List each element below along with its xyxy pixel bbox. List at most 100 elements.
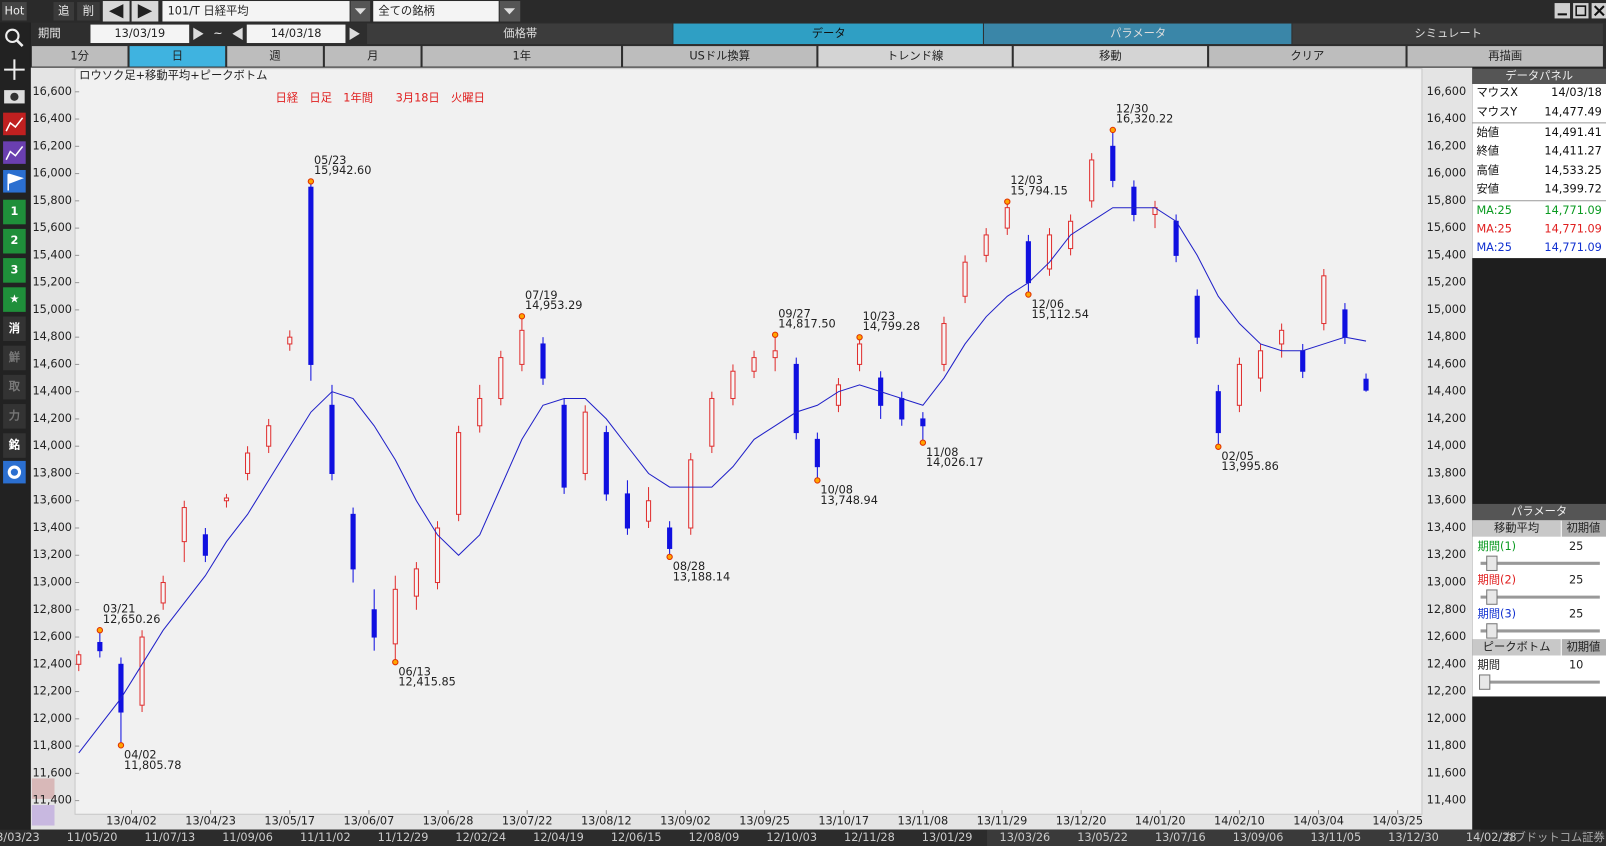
flag-icon <box>7 173 24 191</box>
sidebar-button[interactable] <box>3 199 26 225</box>
x-tick-label: 13/06/28 <box>423 814 474 827</box>
toolbar-button[interactable] <box>623 46 817 67</box>
toolbar-button[interactable] <box>324 46 421 67</box>
peak-value: 15,942.60 <box>314 164 371 177</box>
param-header-label: 移動平均 <box>1494 521 1539 535</box>
toolbar-button[interactable] <box>1209 46 1406 67</box>
toolbar-button[interactable] <box>227 46 323 67</box>
toolbar-button[interactable] <box>818 46 1012 67</box>
peak-marker <box>1215 443 1222 450</box>
peak-marker <box>919 439 927 446</box>
candle-body <box>477 397 483 427</box>
candle-body <box>1257 350 1264 379</box>
sidebar-button[interactable] <box>3 316 26 342</box>
slider-thumb[interactable] <box>1479 674 1491 690</box>
y-tick-label-right: 15,600 <box>1427 221 1466 234</box>
peak-date: 03/21 <box>103 603 136 616</box>
reset-label[interactable]: 初期値 <box>1566 522 1600 535</box>
x-tick-label: 13/04/02 <box>106 814 157 827</box>
hot-button[interactable] <box>2 2 27 21</box>
from-field[interactable] <box>90 24 190 44</box>
tab-label: パラメータ <box>1110 27 1166 40</box>
toolbar-button[interactable] <box>422 46 622 67</box>
sidebar-button[interactable] <box>3 258 26 283</box>
candle-body <box>97 641 103 652</box>
tab[interactable] <box>1292 23 1603 45</box>
settings-icon[interactable] <box>3 460 26 484</box>
x-tick-label: 13/11/08 <box>898 814 949 827</box>
timeline-label: 11/07/13 <box>145 831 196 844</box>
reset-button[interactable] <box>1561 639 1606 656</box>
slider-thumb[interactable] <box>1486 589 1498 605</box>
candle-body <box>899 397 905 420</box>
window-button[interactable] <box>1554 3 1571 19</box>
add-button[interactable] <box>53 2 75 21</box>
peak-marker <box>117 742 125 749</box>
peak-value: 16,320.22 <box>1116 113 1173 126</box>
sidebar-button[interactable] <box>3 228 26 254</box>
button-label: 月 <box>367 49 378 62</box>
candle-body <box>624 493 630 529</box>
peak-value: 14,799.28 <box>863 320 920 333</box>
peak-value: 14,953.29 <box>525 299 582 312</box>
sidebar-button[interactable] <box>3 374 26 400</box>
data-label: 終値 <box>1476 145 1499 158</box>
tool-icon[interactable] <box>3 112 26 136</box>
chart-icon <box>5 117 24 132</box>
toolbar-button[interactable] <box>1407 46 1603 67</box>
slider-thumb[interactable] <box>1486 555 1498 571</box>
y-tick-label-right: 14,000 <box>1427 439 1466 452</box>
param-value: 10 <box>1569 659 1583 672</box>
peak-value: 12,650.26 <box>103 613 160 626</box>
tab[interactable] <box>367 23 673 45</box>
to-arrow <box>349 27 360 40</box>
y-tick-label-right: 15,800 <box>1427 194 1466 207</box>
tab[interactable] <box>673 23 983 45</box>
candle-body <box>1321 275 1327 325</box>
timeline-label: 12/10/03 <box>766 831 817 844</box>
timeline-label: 11/11/02 <box>300 831 351 844</box>
y-tick-label-right: 16,200 <box>1427 139 1466 152</box>
del-button[interactable] <box>77 2 100 21</box>
param-header <box>1472 520 1561 537</box>
toolbar-button[interactable] <box>129 46 226 67</box>
slider-thumb[interactable] <box>1486 623 1498 639</box>
candle-body <box>941 323 947 365</box>
param-label: 期間(2) <box>1477 574 1516 587</box>
peak-date: 09/27 <box>778 307 811 320</box>
candle-body <box>688 459 694 529</box>
y-tick-label-right: 13,400 <box>1427 521 1466 534</box>
reset-button[interactable] <box>1561 520 1606 537</box>
filter-field[interactable] <box>373 1 499 22</box>
y-tick-label-right: 12,000 <box>1427 712 1466 725</box>
peak-marker <box>1109 126 1116 134</box>
peak-date: 08/28 <box>673 560 706 573</box>
y-tick-label: 12,000 <box>32 712 71 725</box>
toolbar-button[interactable] <box>31 46 128 67</box>
tab[interactable] <box>983 23 1292 45</box>
reset-label[interactable]: 初期値 <box>1566 640 1600 653</box>
tilde: ~ <box>213 27 222 40</box>
symbol-field[interactable] <box>162 1 350 22</box>
param-value: 25 <box>1569 574 1583 587</box>
y-tick-label-right: 12,400 <box>1427 657 1466 670</box>
peak-marker <box>1025 291 1032 298</box>
y-tick-label: 16,600 <box>32 85 71 98</box>
param-header-label: ピークボトム <box>1483 640 1551 653</box>
sidebar-button[interactable] <box>3 345 26 371</box>
candle-body <box>772 350 778 359</box>
sidebar-button[interactable] <box>3 404 26 429</box>
candle-body <box>76 654 82 665</box>
y-tick-label: 16,400 <box>32 112 71 125</box>
sidebar-button[interactable] <box>3 287 26 312</box>
y-tick-label-right: 13,200 <box>1427 548 1466 561</box>
x-tick-label: 13/05/17 <box>264 814 315 827</box>
to-field[interactable] <box>246 24 346 44</box>
y-tick-label: 15,600 <box>32 221 71 234</box>
toolbar-button[interactable] <box>1013 46 1208 67</box>
candle-body <box>266 425 272 447</box>
tool-icon[interactable] <box>3 141 26 164</box>
data-label: マウスX <box>1476 86 1518 99</box>
candle-body <box>308 186 314 365</box>
sidebar-button[interactable] <box>3 433 26 458</box>
